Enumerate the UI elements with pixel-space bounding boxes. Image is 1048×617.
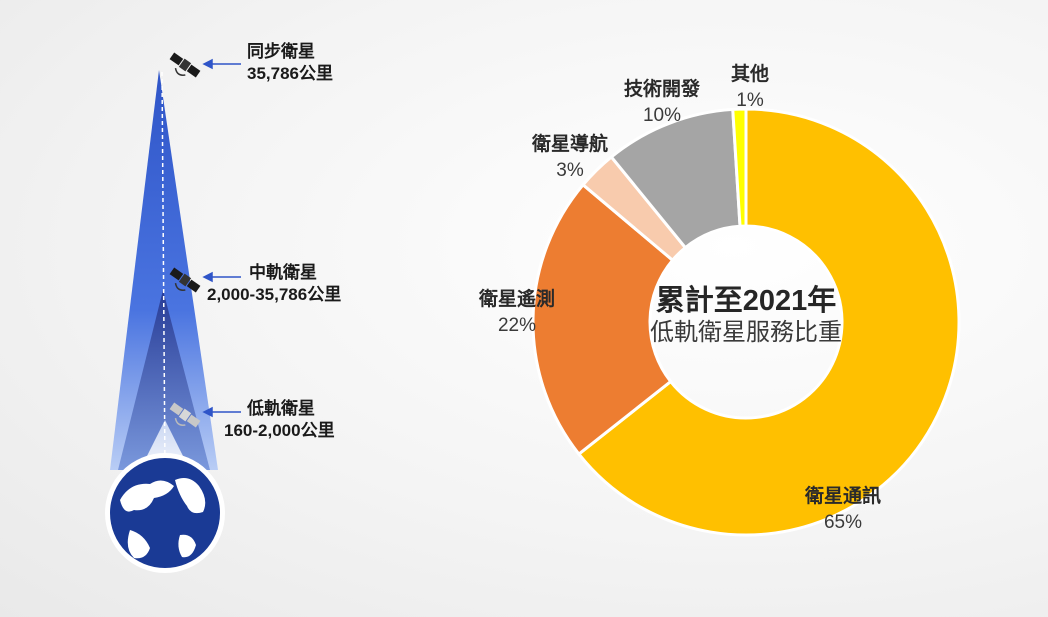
- meo-satellite-icon: [169, 267, 201, 293]
- slice-category: 衛星導航: [531, 134, 609, 155]
- donut-slice-communication: [576, 107, 961, 537]
- geo-orbit-altitude: 35,786公里: [247, 64, 333, 83]
- orbit-illustration: [105, 52, 241, 573]
- leo-orbit-label: 低軌衛星 160-2,000公里: [224, 398, 335, 442]
- slice-percent: 22%: [497, 315, 537, 336]
- meo-orbit-altitude: 2,000-35,786公里: [207, 285, 342, 304]
- slice-label-navigation: 衛星導航 3%: [532, 132, 608, 184]
- leo-orbit-name: 低軌衛星: [247, 399, 315, 418]
- orbit-diagram: 同步衛星 35,786公里 中軌衛星 2,000-35,786公里 低軌衛星 1…: [0, 0, 440, 617]
- slice-category: 其他: [730, 64, 770, 85]
- leo-satellite-icon: [169, 402, 201, 428]
- slice-label-other: 其他 1%: [731, 62, 769, 114]
- chart-subtitle: 低軌衛星服務比重: [650, 319, 842, 346]
- chart-title: 累計至2021年: [655, 285, 837, 317]
- meo-orbit-label: 中軌衛星 2,000-35,786公里: [207, 262, 341, 306]
- slice-percent: 10%: [642, 105, 682, 126]
- slice-label-communication: 衛星通訊 65%: [805, 484, 881, 536]
- slice-percent: 1%: [736, 90, 764, 111]
- geo-orbit-label: 同步衛星 35,786公里: [247, 41, 333, 85]
- leo-orbit-altitude: 160-2,000公里: [224, 421, 335, 440]
- slice-label-remote-sensing: 衛星遙測 22%: [479, 287, 555, 339]
- slice-label-tech-dev: 技術開發 10%: [624, 77, 700, 129]
- slice-category: 衛星通訊: [804, 486, 882, 507]
- geo-orbit-name: 同步衛星: [247, 42, 315, 61]
- slice-percent: 65%: [823, 512, 863, 533]
- slice-category: 技術開發: [623, 79, 701, 100]
- donut-chart: [531, 107, 961, 537]
- slice-percent: 3%: [556, 160, 584, 181]
- geo-satellite-icon: [169, 52, 201, 78]
- meo-orbit-name: 中軌衛星: [249, 263, 317, 282]
- earth-icon: [105, 453, 225, 573]
- donut-slice-other: [731, 107, 748, 228]
- slice-category: 衛星遙測: [478, 289, 556, 310]
- donut-slice-remote-sensing: [531, 182, 675, 457]
